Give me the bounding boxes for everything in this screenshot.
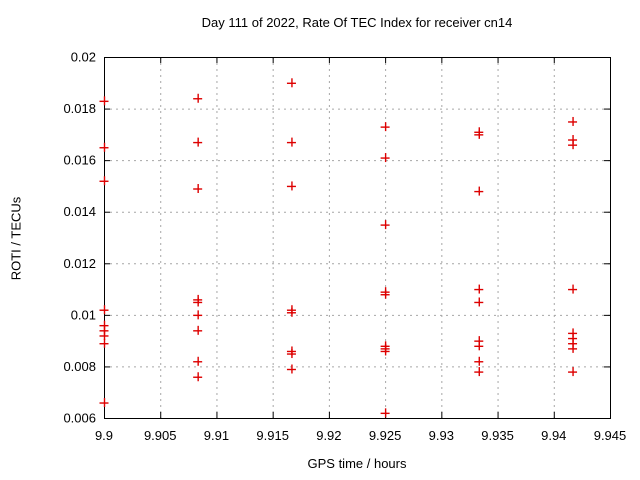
x-tick-label: 9.91	[204, 428, 229, 443]
y-tick-label: 0.018	[63, 101, 96, 116]
x-tick-label: 9.935	[481, 428, 514, 443]
y-tick-label: 0.016	[63, 153, 96, 168]
x-tick-label: 9.945	[594, 428, 627, 443]
x-axis-label: GPS time / hours	[307, 456, 407, 471]
y-tick-label: 0.02	[71, 50, 96, 65]
x-tick-label: 9.93	[429, 428, 454, 443]
x-tick-label: 9.925	[369, 428, 402, 443]
y-tick-label: 0.014	[63, 204, 96, 219]
x-tick-label: 9.94	[541, 428, 566, 443]
x-tick-label: 9.915	[256, 428, 289, 443]
x-tick-label: 9.9	[95, 428, 113, 443]
y-tick-label: 0.012	[63, 256, 96, 271]
x-tick-label: 9.905	[144, 428, 177, 443]
plot-border	[104, 57, 611, 419]
y-tick-label: 0.006	[63, 411, 96, 426]
y-tick-label: 0.01	[71, 307, 96, 322]
x-tick-label: 9.92	[316, 428, 341, 443]
y-tick-label: 0.008	[63, 359, 96, 374]
chart-title: Day 111 of 2022, Rate Of TEC Index for r…	[201, 15, 513, 30]
